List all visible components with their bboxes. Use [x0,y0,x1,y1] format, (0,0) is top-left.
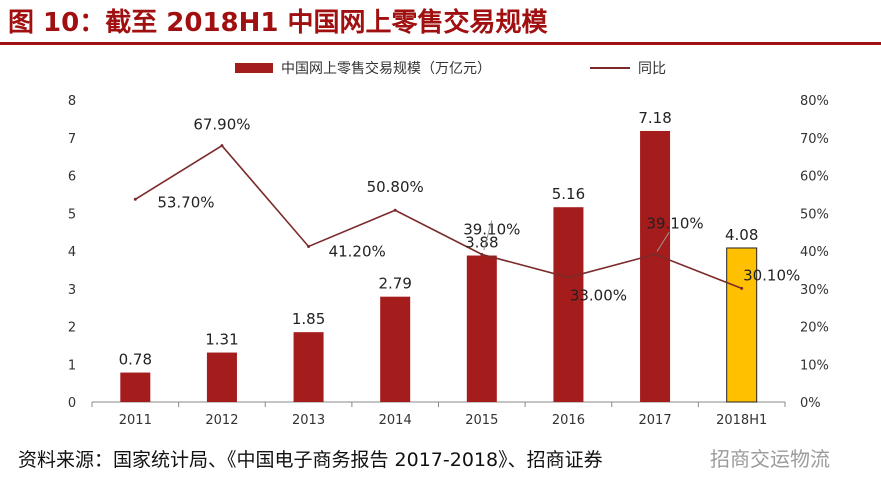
bar-2014 [380,296,411,402]
bar-2015 [466,255,497,402]
leader-line [656,232,670,252]
left-axis-tick: 6 [68,170,76,185]
growth-line [134,144,742,290]
growth-point-2013 [307,244,311,248]
right-axis-tick: 20% [800,321,829,336]
right-axis-tick: 10% [800,358,829,373]
bar-value-label: 2.79 [378,275,411,293]
left-axis-tick: 0 [68,396,76,411]
x-axis-tick: 2015 [465,413,498,428]
right-axis-tick: 70% [800,132,829,147]
bar-2018H1 [726,247,758,403]
bar-value-label: 4.08 [725,226,758,244]
growth-point-2016 [566,275,570,279]
left-axis-tick: 1 [68,358,76,373]
right-axis-tick: 60% [800,170,829,185]
left-axis-tick: 4 [68,245,76,260]
growth-value-label: 39.10% [646,214,703,232]
growth-point-2018H1 [740,286,744,290]
growth-value-label: 30.10% [743,266,800,284]
bar-value-label: 1.85 [292,310,325,328]
x-axis-tick: 2011 [119,413,152,428]
growth-point-2011 [133,197,137,201]
title-rule [0,42,881,45]
growth-value-label: 39.10% [463,220,520,238]
left-axis-tick: 5 [68,207,76,222]
right-axis-tick: 30% [800,283,829,298]
bar-2016 [553,207,584,402]
left-axis-tick: 8 [68,94,76,109]
figure-title: 图 10：截至 2018H1 中国网上零售交易规模 [8,8,548,38]
right-axis-tick: 40% [800,245,829,260]
bar-value-label: 7.18 [638,109,671,127]
source-note: 资料来源：国家统计局、《中国电子商务报告 2017-2018》、招商证券 [18,449,603,471]
right-axis-tick: 80% [800,94,829,109]
growth-point-2012 [220,144,224,148]
growth-value-label: 50.80% [367,178,424,196]
x-axis-tick: 2017 [639,413,672,428]
bar-2017 [640,130,671,402]
growth-point-2015 [480,252,484,256]
bar-2011 [120,372,151,402]
growth-value-label: 41.20% [329,242,386,260]
bar-value-label: 0.78 [119,351,152,369]
bar-value-label: 5.16 [552,185,585,203]
watermark: 招商交运物流 [710,447,830,471]
bar-2012 [206,352,237,402]
leader-line [483,220,493,251]
legend-bar-label: 中国网上零售交易规模（万亿元） [281,60,491,77]
legend-bar-swatch [235,63,273,73]
x-axis-tick: 2013 [292,413,325,428]
bar-value-label: 1.31 [205,331,238,349]
legend-line-label: 同比 [638,61,666,77]
right-axis-tick: 0% [800,396,821,411]
x-axis-tick: 2012 [205,413,238,428]
right-axis-tick: 50% [800,207,829,222]
bar-value-label: 3.88 [465,234,498,252]
left-axis-tick: 2 [68,321,76,336]
growth-value-label: 33.00% [570,286,627,304]
growth-value-label: 67.90% [193,116,250,134]
growth-point-2017 [653,252,657,256]
legend: 中国网上零售交易规模（万亿元） 同比 [235,60,666,77]
bar-2013 [293,332,324,402]
left-axis-tick: 7 [68,132,76,147]
growth-point-2014 [393,208,397,212]
x-axis-tick: 2014 [379,413,412,428]
x-axis-tick: 2018H1 [716,413,767,428]
growth-value-label: 53.70% [157,193,214,211]
x-axis-tick: 2016 [552,413,585,428]
left-axis-tick: 3 [68,283,76,298]
